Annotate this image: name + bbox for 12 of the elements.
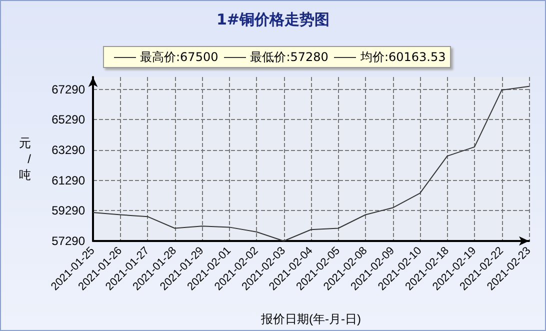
chart-title: 1#铜价格走势图	[216, 10, 330, 28]
y-tick-label: 63290	[52, 142, 86, 157]
y-axis-title: 元/吨	[19, 136, 32, 182]
x-axis-title: 报价日期(年-月-日)	[260, 312, 361, 326]
text: 均价:60163.53	[360, 48, 446, 66]
y-tick-label: 65290	[52, 112, 86, 127]
y-tick-label: 59290	[52, 204, 86, 218]
y-tick-label: 67290	[52, 82, 86, 96]
y-tick-label: 61290	[52, 173, 86, 188]
y-tick-label: 57290	[52, 234, 86, 248]
text: 最低价:57280	[250, 48, 328, 66]
text: 最高价:67500	[140, 48, 218, 66]
